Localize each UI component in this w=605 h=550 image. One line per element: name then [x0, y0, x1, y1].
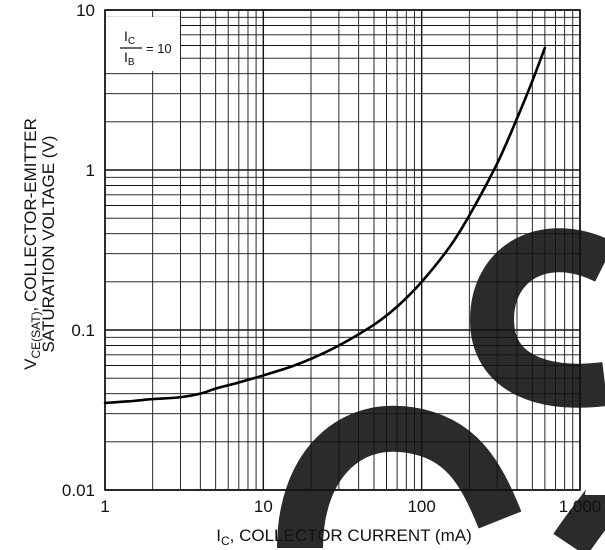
annotation-background — [106, 17, 180, 71]
tick-labels: 1 10 100 1,000 10 1 0.1 0.01 — [62, 1, 601, 516]
y-tick-label: 10 — [76, 1, 95, 20]
annotation-numerator: IC — [124, 28, 135, 47]
annotation-denominator: IB — [124, 49, 135, 68]
grid — [104, 9, 581, 491]
x-tick-label: 1 — [100, 497, 109, 516]
series-layer — [103, 46, 547, 405]
watermark-arc-upper — [469, 228, 605, 408]
y-axis-label-line2: SATURATION VOLTAGE (V) — [39, 136, 58, 353]
x-axis-label: IC, COLLECTOR CURRENT (mA) — [216, 526, 472, 548]
y-tick-label: 0.01 — [62, 481, 95, 500]
series-line-vce-sat — [103, 46, 547, 405]
x-tick-label: 100 — [407, 497, 435, 516]
x-tick-label: 10 — [254, 497, 273, 516]
annotation-equals: = 10 — [146, 41, 172, 56]
y-axis-label-line1: VCE(SAT), COLLECTOR-EMITTER — [21, 118, 43, 370]
y-tick-label: 0.1 — [71, 321, 95, 340]
plot-frame — [104, 9, 581, 491]
x-tick-label: 1,000 — [559, 497, 602, 516]
y-axis-label: VCE(SAT), COLLECTOR-EMITTER SATURATION V… — [21, 118, 58, 370]
ratio-annotation: IC IB = 10 — [106, 17, 180, 71]
y-tick-label: 1 — [86, 161, 95, 180]
